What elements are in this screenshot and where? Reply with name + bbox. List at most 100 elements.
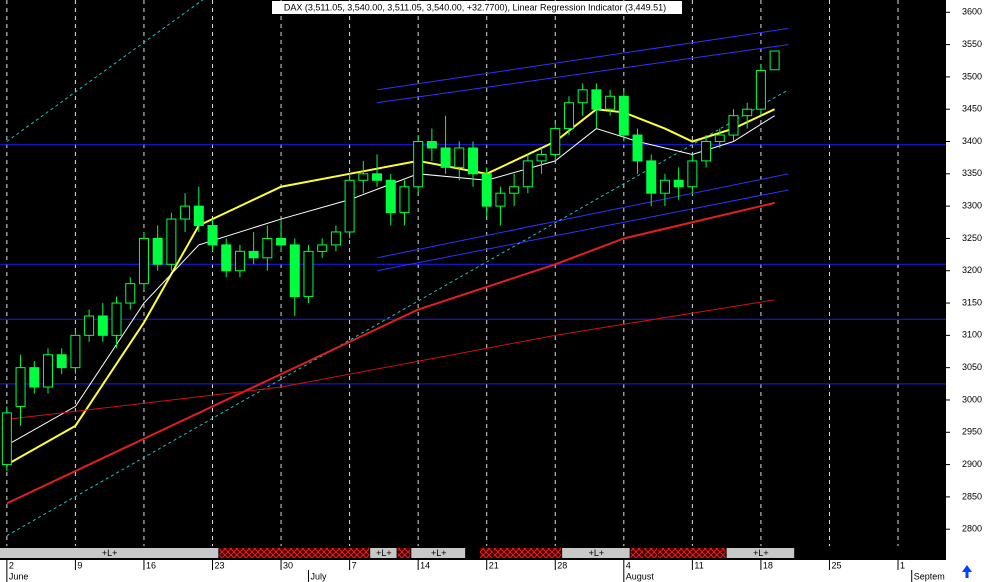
candle-body (495, 192, 506, 207)
candle-body (344, 179, 355, 233)
candle-body (111, 302, 122, 336)
x-tick-label: 2 (9, 560, 14, 570)
y-tick-label: 3250 (962, 233, 982, 243)
y-axis-panel (946, 0, 986, 582)
candle-body (618, 95, 629, 136)
chart-title: DAX (3,511.05, 3,540.00, 3,511.05, 3,540… (284, 2, 666, 12)
x-tick-label: 16 (146, 560, 156, 570)
signal-segment (370, 548, 397, 558)
candle-body (276, 237, 287, 246)
signal-label: +L+ (102, 548, 118, 558)
signal-segment (411, 548, 466, 558)
candle-body (372, 173, 383, 181)
candle-body (714, 134, 725, 143)
x-tick-label: 9 (77, 560, 82, 570)
x-axis-panel (0, 560, 946, 582)
candle-body (152, 237, 163, 265)
candle-body (125, 283, 136, 304)
overlay-line (6, 299, 775, 420)
candle-body (262, 237, 273, 259)
signal-label: +L+ (589, 548, 605, 558)
y-tick-label: 3500 (962, 71, 982, 81)
candle-body (15, 367, 26, 407)
candle-body (413, 141, 424, 188)
signal-segment (644, 548, 658, 558)
candle-body (221, 244, 232, 272)
x-tick-label: 23 (215, 560, 225, 570)
candle-body (29, 367, 40, 388)
signal-segment (479, 548, 493, 558)
x-tick-label: 18 (763, 560, 773, 570)
y-tick-label: 3050 (962, 362, 982, 372)
month-label: Septem (914, 571, 945, 581)
candle-body (426, 141, 437, 149)
x-tick-label: 1 (900, 560, 905, 570)
overlay-line (6, 201, 775, 505)
candle-body (591, 89, 602, 110)
candle-body (248, 250, 259, 259)
month-label: June (9, 571, 29, 581)
candle-body (399, 186, 410, 214)
candle-body (138, 237, 149, 285)
candle-body (701, 141, 712, 162)
x-tick-label: 28 (557, 560, 567, 570)
month-label: July (310, 571, 327, 581)
trend-line (376, 173, 789, 259)
trend-line (376, 189, 789, 272)
signal-segment (562, 548, 630, 558)
candle-body (563, 102, 574, 130)
candle-body (440, 147, 451, 168)
y-tick-label: 2900 (962, 459, 982, 469)
candle-body (673, 179, 684, 188)
x-tick-label: 7 (352, 560, 357, 570)
title-bg (272, 1, 682, 14)
y-tick-label: 3550 (962, 39, 982, 49)
candle-body (97, 315, 108, 336)
candle-body (70, 334, 81, 369)
signal-label: +L+ (753, 548, 769, 558)
y-tick-label: 3600 (962, 7, 982, 17)
y-tick-label: 3400 (962, 136, 982, 146)
candle-body (550, 128, 561, 155)
candle-body (193, 205, 204, 227)
x-tick-label: 21 (489, 560, 499, 570)
y-tick-label: 2800 (962, 524, 982, 534)
candle-body (769, 50, 780, 71)
candle-body (468, 147, 478, 175)
y-tick-label: 3350 (962, 168, 982, 178)
signal-segment (658, 548, 726, 558)
x-tick-label: 4 (626, 560, 631, 570)
candle-body (536, 153, 547, 162)
signal-segment (397, 548, 411, 558)
y-tick-label: 3450 (962, 104, 982, 114)
candle-body (385, 179, 396, 214)
candle-body (234, 250, 245, 272)
month-label: August (626, 571, 655, 581)
candle-body (646, 160, 657, 194)
signal-segment (493, 548, 562, 558)
y-tick-label: 3000 (962, 394, 982, 404)
overlay-line (6, 115, 775, 446)
candle-body (632, 134, 643, 162)
candle-body (207, 225, 218, 246)
y-tick-label: 3200 (962, 265, 982, 275)
candle-body (687, 160, 698, 188)
candle-body (742, 108, 753, 117)
trend-line (376, 44, 789, 104)
signal-label: +L+ (431, 548, 447, 558)
y-tick-label: 2950 (962, 427, 982, 437)
candle-body (358, 173, 369, 181)
y-tick-label: 3300 (962, 200, 982, 210)
candle-body (317, 244, 328, 252)
candle-body (755, 69, 766, 110)
candle-body (481, 173, 492, 207)
candle-body (454, 147, 465, 168)
candle-body (605, 95, 616, 110)
plot-area (0, 0, 946, 546)
signal-segment (0, 548, 219, 558)
trend-line (376, 27, 789, 91)
scroll-arrow-icon[interactable] (962, 565, 972, 578)
candle-body (84, 315, 95, 336)
signal-segment (726, 548, 795, 558)
